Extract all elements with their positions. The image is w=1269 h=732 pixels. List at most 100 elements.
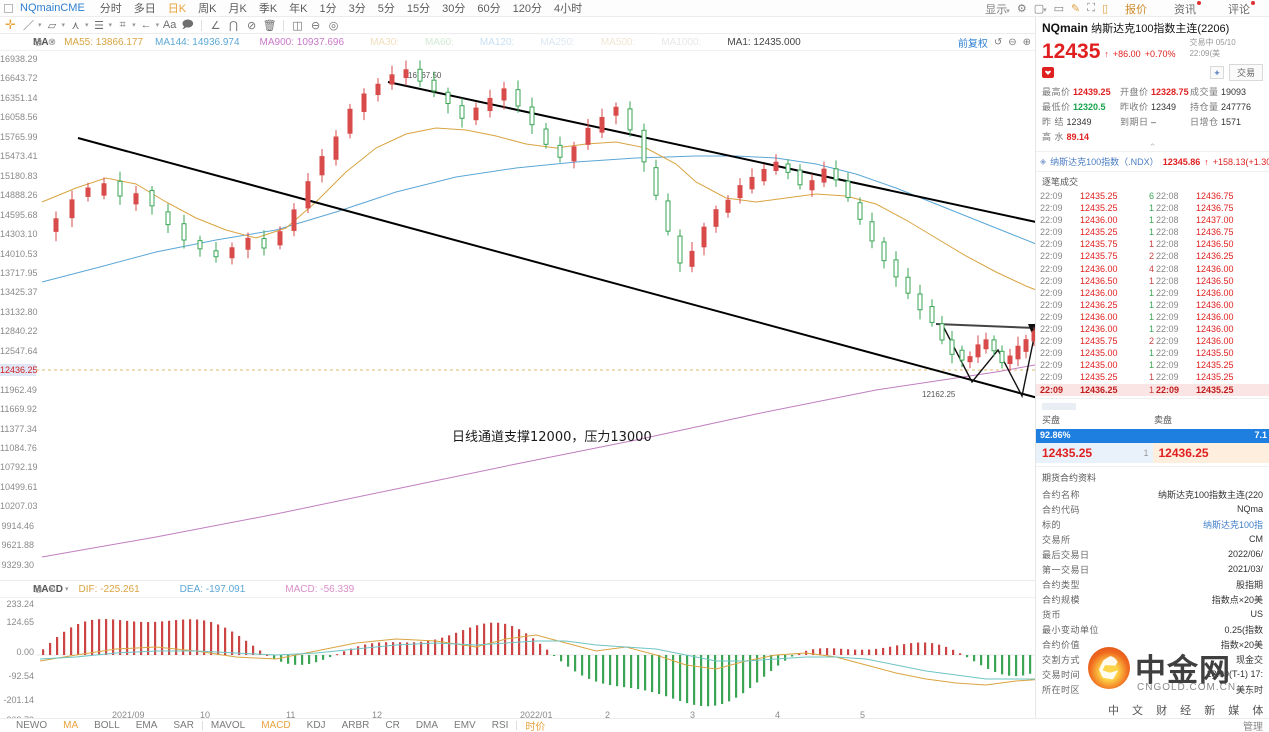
- text-icon[interactable]: Aa: [162, 19, 177, 31]
- settings-icon[interactable]: ◎: [328, 19, 339, 32]
- tick-row[interactable]: 22:09 12435.75 1 22:08 12436.50: [1036, 238, 1269, 250]
- channel-chevron-icon[interactable]: ▾: [108, 22, 113, 29]
- rectangle-icon[interactable]: ▱: [47, 19, 57, 32]
- layout-icon[interactable]: ▢▾: [1033, 3, 1047, 15]
- period-15min[interactable]: 15分: [406, 3, 431, 15]
- index-name[interactable]: 纳斯达克100指数（.NDX）: [1050, 157, 1159, 167]
- gann-chevron-icon[interactable]: ▾: [132, 22, 136, 29]
- period-yuek[interactable]: 月K: [228, 3, 247, 15]
- period-4hour[interactable]: 4小时: [554, 3, 583, 15]
- bottom-indicator-boll[interactable]: BOLL: [94, 720, 120, 731]
- tick-row[interactable]: 22:09 12435.25 6 22:08 12436.75: [1036, 190, 1269, 202]
- period-5min[interactable]: 5分: [377, 3, 395, 15]
- ma55-value[interactable]: MA55: 13866.177: [64, 36, 144, 48]
- period-zhouk[interactable]: 周K: [198, 3, 217, 15]
- bid-cell[interactable]: 12435.25 1: [1036, 442, 1153, 463]
- bottom-indicator-时价[interactable]: 时价: [525, 722, 546, 732]
- tick-row[interactable]: 22:09 12435.75 2 22:08 12436.25: [1036, 250, 1269, 262]
- bottom-indicator-newo[interactable]: NEWO: [16, 720, 48, 731]
- comment-icon[interactable]: 🗩: [181, 18, 194, 31]
- period-rik[interactable]: 日K: [167, 3, 187, 15]
- trade-button[interactable]: 交易: [1228, 64, 1263, 81]
- related-index-row[interactable]: ◈ 纳斯达克100指数（.NDX） 12345.86 ↑ +158.13(+1.…: [1036, 151, 1269, 171]
- trendline-icon[interactable]: ／: [23, 20, 34, 32]
- period-3min[interactable]: 3分: [348, 3, 366, 15]
- tab-news[interactable]: 资讯: [1164, 0, 1211, 17]
- bottom-indicator-rsi[interactable]: RSI: [491, 720, 509, 731]
- ma30-value[interactable]: MA30:: [370, 36, 399, 48]
- ma120-value[interactable]: MA120:: [479, 36, 515, 48]
- tick-row[interactable]: 22:09 12435.25 1 22:08 12436.75: [1036, 226, 1269, 238]
- bottom-indicator-cr[interactable]: CR: [385, 720, 400, 731]
- gann-icon[interactable]: ⌗: [119, 18, 126, 31]
- rectangle-chevron-icon[interactable]: ▾: [61, 22, 66, 29]
- macd-plot[interactable]: [36, 599, 1192, 709]
- symbol-code-label[interactable]: NQmainCME: [20, 2, 85, 14]
- measure-icon[interactable]: ⊖: [310, 19, 321, 32]
- macd-chevron-icon[interactable]: ▾: [65, 586, 69, 593]
- pencil-icon[interactable]: ✎: [1071, 3, 1081, 15]
- tick-row[interactable]: 22:09 12435.75 2 22:09 12436.00: [1036, 335, 1269, 347]
- compare-icon[interactable]: ◫: [292, 19, 303, 32]
- gear-icon[interactable]: ⚙: [1016, 3, 1027, 15]
- panel-toggle-icon[interactable]: ▯: [1101, 3, 1108, 15]
- bottom-indicator-ema[interactable]: EMA: [135, 720, 158, 731]
- tick-row[interactable]: 22:09 12435.00 1 22:09 12435.50: [1036, 347, 1269, 359]
- ma60-value[interactable]: MA60:: [424, 36, 454, 48]
- macd-close-icon[interactable]: ⊗: [47, 583, 57, 595]
- fullscreen-icon[interactable]: ⛶: [1087, 2, 1095, 14]
- ma144-value[interactable]: MA144: 14936.974: [155, 36, 240, 48]
- period-fenshi[interactable]: 分时: [99, 3, 122, 15]
- bottom-indicator-sar[interactable]: SAR: [173, 720, 194, 731]
- macd-pane[interactable]: ◎ ⊗ MACD ▾ DIF: -225.261 DEA: -197.091 M…: [0, 580, 1223, 725]
- tick-row[interactable]: 22:09 12435.25 1 22:08 12436.75: [1036, 202, 1269, 214]
- camera-icon[interactable]: ▭: [1053, 3, 1065, 15]
- add-icon[interactable]: ✦: [1209, 66, 1224, 79]
- tick-row[interactable]: 22:09 12436.50 1 22:08 12436.50: [1036, 275, 1269, 287]
- fib-chevron-icon[interactable]: ▾: [85, 22, 89, 29]
- channel-icon[interactable]: ☰: [94, 19, 104, 32]
- period-60min[interactable]: 60分: [477, 3, 501, 15]
- window-icon[interactable]: [4, 3, 13, 13]
- tab-quote[interactable]: 报价: [1125, 3, 1147, 16]
- zoom-in-icon[interactable]: ⊕: [1022, 36, 1031, 48]
- ma250-value[interactable]: MA250:: [540, 36, 575, 48]
- period-duori[interactable]: 多日: [133, 3, 156, 15]
- bottom-indicator-kdj[interactable]: KDJ: [306, 720, 326, 731]
- dif-value[interactable]: DIF: -225.261: [78, 583, 140, 595]
- angle-icon[interactable]: ∠: [210, 19, 221, 32]
- crosshair-icon[interactable]: ✛: [5, 17, 16, 32]
- bottom-indicator-macd[interactable]: MACD: [261, 720, 291, 731]
- zoom-out-icon[interactable]: ⊖: [1008, 36, 1017, 48]
- bottom-indicator-dma[interactable]: DMA: [415, 720, 439, 731]
- ma500-value[interactable]: MA500:: [600, 36, 636, 48]
- tick-row[interactable]: 22:09 12436.25 1 22:09 12435.25: [1036, 383, 1269, 396]
- tick-row[interactable]: 22:09 12436.00 4 22:08 12436.00: [1036, 263, 1269, 275]
- tick-row[interactable]: 22:09 12436.00 1 22:08 12437.00: [1036, 214, 1269, 226]
- ma900-value[interactable]: MA900: 10937.696: [259, 36, 345, 48]
- period-1min[interactable]: 1分: [319, 3, 337, 15]
- dea-value[interactable]: DEA: -197.091: [179, 583, 246, 595]
- contract-value[interactable]: 纳斯达克100指: [1202, 519, 1263, 530]
- collapse-chevron-icon[interactable]: ⌃: [1148, 142, 1157, 152]
- bottom-indicator-emv[interactable]: EMV: [454, 720, 476, 731]
- arrow-icon[interactable]: ←: [140, 19, 152, 31]
- tick-row[interactable]: 22:09 12436.00 1 22:09 12436.00: [1036, 323, 1269, 335]
- arrow-chevron-icon[interactable]: ▾: [155, 22, 160, 29]
- tab-comments[interactable]: 评论: [1218, 0, 1265, 17]
- ask-cell[interactable]: 12436.25: [1152, 442, 1269, 463]
- undo-icon[interactable]: ↺: [993, 36, 1003, 48]
- fibonacci-icon[interactable]: ⋏: [71, 19, 80, 32]
- bottom-indicator-mavol[interactable]: MAVOL: [210, 720, 246, 731]
- period-niank[interactable]: 年K: [289, 3, 308, 15]
- ma1-value[interactable]: MA1: 12435.000: [727, 36, 801, 48]
- magnet-icon[interactable]: ⋂: [229, 19, 239, 32]
- macd-settings-icon[interactable]: ◎: [34, 583, 43, 595]
- tick-row[interactable]: 22:09 12435.00 1 22:09 12435.25: [1036, 359, 1269, 371]
- bottom-indicator-arbr[interactable]: ARBR: [341, 720, 370, 731]
- display-menu[interactable]: 显示▾: [985, 3, 1010, 16]
- trash-icon[interactable]: 🗑: [262, 19, 277, 32]
- trendline-chevron-icon[interactable]: ▾: [38, 22, 42, 29]
- tick-row[interactable]: 22:09 12436.00 1 22:09 12436.00: [1036, 311, 1269, 323]
- tick-row[interactable]: 22:09 12436.25 1 22:09 12436.00: [1036, 299, 1269, 311]
